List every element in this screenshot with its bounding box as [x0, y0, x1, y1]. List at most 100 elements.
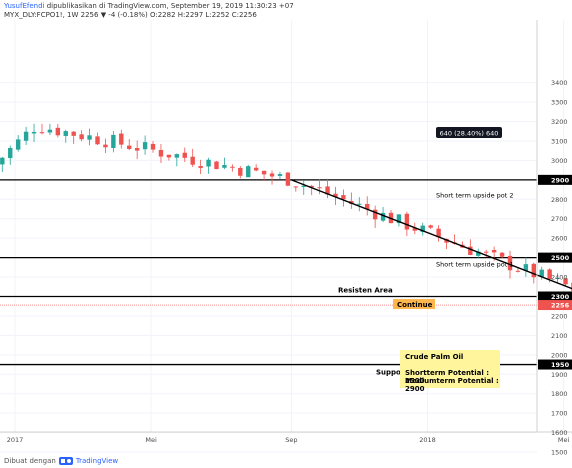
time-tick-label: 2018 [419, 436, 436, 444]
candle-body [55, 127, 61, 136]
price-tick-label: 2000 [551, 351, 568, 359]
author-link[interactable]: YusufEfendi [4, 2, 45, 10]
note-shortterm: Shortterm Potential : 2500 [405, 369, 490, 385]
candle-body [491, 249, 497, 253]
candle-body [277, 174, 283, 176]
candle-body [47, 129, 53, 133]
candle-body [31, 131, 37, 134]
candle-body [222, 165, 227, 168]
trendlines [291, 179, 572, 290]
candle-body [365, 204, 370, 210]
candle-body [134, 147, 140, 151]
candle-body [507, 255, 513, 271]
candle-body [238, 167, 243, 176]
candle-body [119, 133, 124, 145]
note-mediumterm: Mediumterm Potential : 2900 [405, 377, 499, 393]
price-tick-label: 2100 [551, 332, 568, 340]
price-tick-label: 2400 [551, 274, 568, 282]
measure-label-bg [436, 127, 502, 138]
price-tick-label: 1700 [551, 410, 568, 418]
price-axis[interactable]: 3400 3300 3200 3100 3000 2900 2800 2700 2600 2500… [538, 79, 572, 457]
candle-body [531, 263, 536, 278]
time-tick-label: 2017 [7, 436, 24, 444]
candle-body [127, 145, 132, 150]
candle-body [246, 166, 251, 178]
candle-body [174, 154, 180, 158]
tradingview-link[interactable]: TradingView [75, 457, 119, 465]
candle-body [539, 269, 544, 277]
summary-note: Crude Palm Oil Shortterm Potential : 250… [400, 350, 500, 393]
price-tag-label: 1950 [551, 361, 570, 369]
candle-body [380, 212, 386, 221]
upside-1-label: Short term upside pot 1 [436, 260, 514, 268]
price-tag [538, 252, 572, 263]
price-tag [538, 359, 572, 370]
candle-body [555, 277, 560, 279]
footer: Dibuat dengan TradingView [4, 457, 118, 465]
candle-body [269, 173, 275, 177]
price-tag-label: 2256 [551, 302, 570, 310]
candle-body [333, 193, 338, 197]
price-tick-label: 3300 [551, 99, 568, 107]
candle-body [468, 246, 473, 255]
candle-body [476, 251, 481, 256]
candle-body [309, 185, 314, 188]
candle-body [301, 185, 306, 187]
candle-body [111, 134, 116, 149]
price-tag [538, 174, 572, 185]
measure-label: 640 (28.40%) 640 [440, 130, 499, 138]
price-tick-label: 1600 [551, 429, 568, 437]
candle-body [87, 135, 92, 140]
candle-body [261, 170, 267, 175]
candle-body [563, 278, 568, 285]
candle-body [103, 144, 108, 148]
continue-label: Continue [397, 301, 433, 309]
ohlc-values: O:2282 H:2297 L:2252 C:2256 [149, 11, 257, 19]
candle-body [357, 203, 362, 205]
candle-body [484, 251, 489, 253]
price-tick-label: 2800 [551, 196, 568, 204]
candle-body [166, 154, 172, 158]
candle-body [253, 167, 259, 171]
candle-body [206, 159, 211, 167]
candle-body [372, 209, 378, 220]
time-axis[interactable]: 2017MeiSep2018MeiSep2019MeiSep2020MeiSep [7, 436, 572, 444]
candle-body [8, 147, 13, 159]
candle-body [547, 269, 552, 280]
candle-body [317, 187, 322, 189]
tradingview-logo-icon [58, 457, 73, 465]
price-tick-label: 3100 [551, 137, 568, 145]
footer-prefix: Dibuat dengan [4, 457, 56, 465]
price-tag-label: 2500 [551, 254, 570, 262]
trendline [291, 179, 572, 290]
candle-body [198, 166, 203, 168]
candle-body [293, 186, 299, 188]
price-change: ▼ -4 (-0.18%) [100, 11, 148, 19]
candle-body [230, 166, 235, 168]
candle-body [285, 172, 291, 186]
candle-body [404, 213, 410, 230]
candle-body [515, 270, 521, 272]
resisten-label: Resisten Area [338, 287, 393, 295]
price-tick-label: 3000 [551, 157, 568, 165]
candle-body [182, 152, 187, 158]
candle-body [214, 161, 219, 170]
candle-body [79, 134, 84, 140]
candle-body [420, 225, 425, 232]
candle-body [71, 131, 76, 136]
note-title: Crude Palm Oil [405, 353, 464, 361]
price-tag [538, 291, 572, 302]
candle-body [63, 131, 68, 136]
candle-body [190, 156, 195, 165]
price-tick-label: 2600 [551, 235, 568, 243]
price-tick-label: 1900 [551, 371, 568, 379]
candle-body [444, 238, 449, 243]
candle-body [341, 195, 346, 200]
candle-body [523, 264, 529, 271]
symbol-label[interactable]: MYX_DLY:FCPO1!, 1W [4, 11, 79, 19]
candle-body [396, 214, 402, 224]
price-tag-label: 2300 [551, 293, 570, 301]
candle-body [428, 225, 433, 228]
last-price: 2256 [80, 11, 99, 19]
